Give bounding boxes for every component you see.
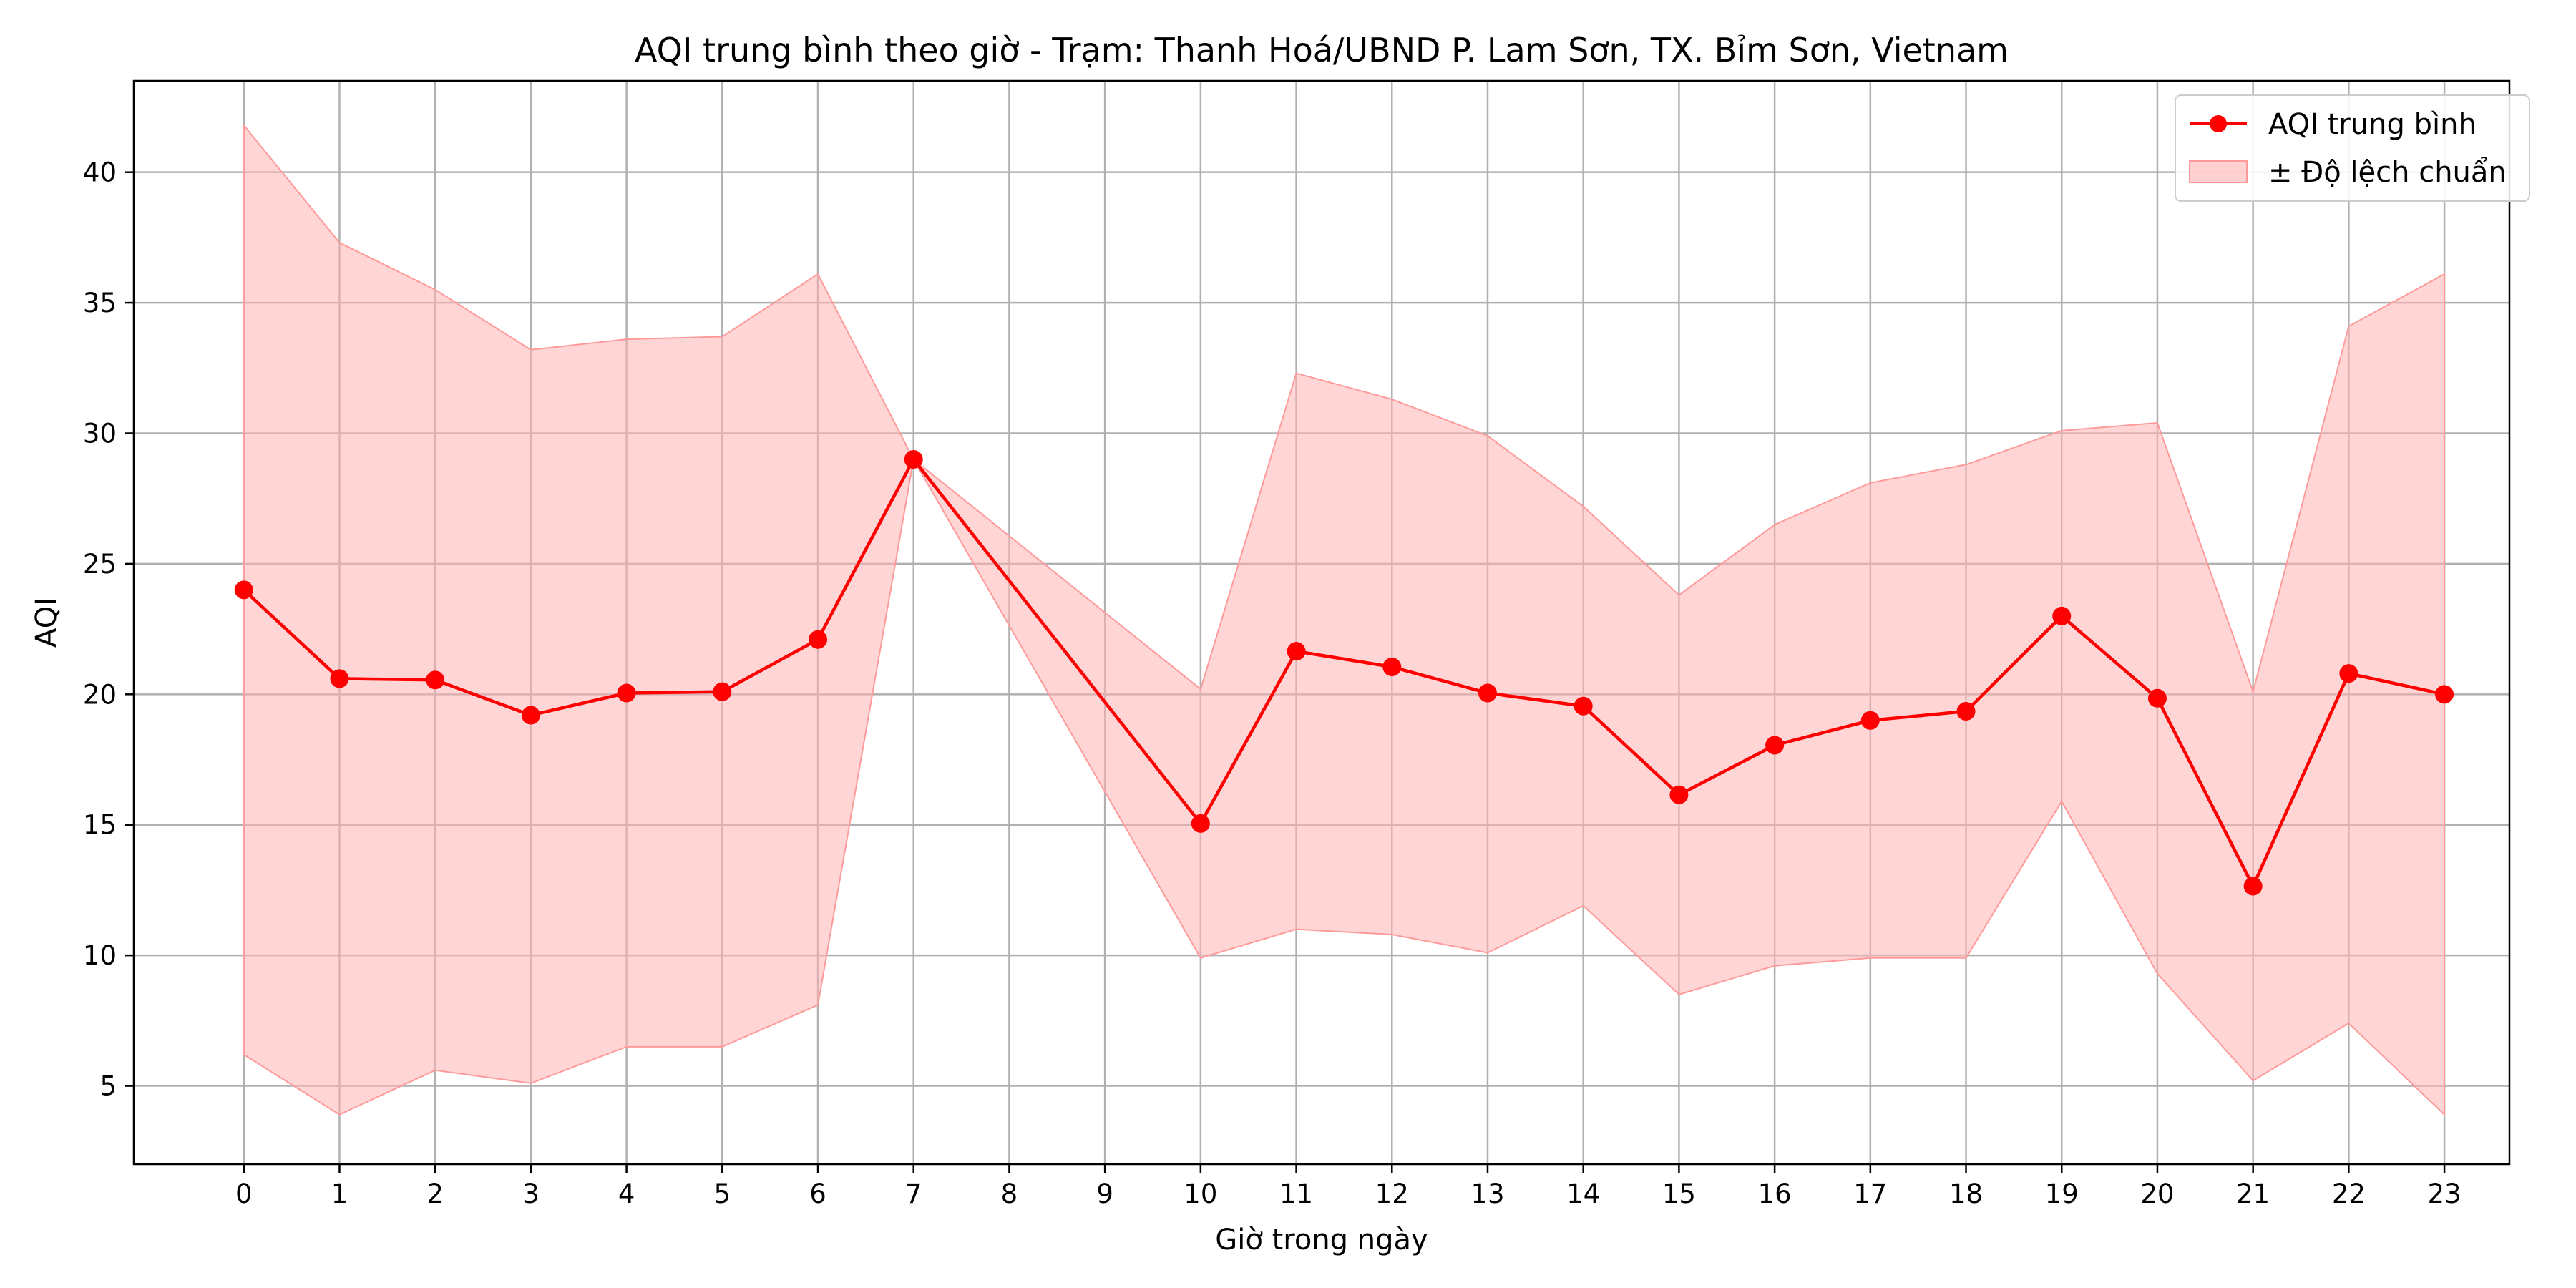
- data-point-hour-16: [1765, 736, 1785, 755]
- data-point-hour-19: [2052, 606, 2072, 625]
- y-tick-label: 25: [83, 549, 117, 580]
- x-axis-label: Giờ trong ngày: [1215, 1224, 1428, 1257]
- std-band-layer: [243, 123, 2446, 1117]
- std-band-area: [243, 123, 2446, 1117]
- data-point-hour-14: [1574, 696, 1593, 716]
- y-tick-label: 35: [83, 288, 117, 318]
- y-tick-label: 20: [83, 679, 117, 710]
- data-point-hour-21: [2243, 877, 2263, 896]
- y-axis-ticks: 5 10 15 20 25 30 35 40: [83, 157, 134, 1102]
- data-point-hour-22: [2339, 664, 2358, 683]
- y-tick-label: 30: [83, 419, 117, 449]
- data-point-hour-5: [713, 682, 732, 701]
- x-tick-label: 18: [1949, 1179, 1983, 1209]
- x-tick-label: 17: [1853, 1179, 1887, 1209]
- x-tick-label: 3: [522, 1179, 540, 1209]
- x-tick-label: 5: [714, 1179, 731, 1209]
- x-tick-label: 4: [618, 1179, 635, 1209]
- data-point-hour-2: [426, 670, 445, 690]
- x-tick-label: 12: [1375, 1179, 1409, 1209]
- x-tick-label: 13: [1470, 1179, 1504, 1209]
- x-tick-label: 14: [1566, 1179, 1600, 1209]
- data-point-hour-11: [1287, 642, 1306, 661]
- legend-label-mean: AQI trung bình: [2268, 108, 2477, 141]
- data-point-hour-13: [1478, 683, 1497, 703]
- x-tick-label: 15: [1662, 1179, 1696, 1209]
- data-point-hour-4: [617, 683, 636, 703]
- legend-band-swatch: [2189, 160, 2248, 183]
- legend-label-std: ± Độ lệch chuẩn: [2268, 156, 2507, 189]
- x-tick-label: 16: [1758, 1179, 1792, 1209]
- data-point-hour-18: [1956, 702, 1976, 721]
- x-tick-label: 8: [1001, 1179, 1018, 1209]
- data-point-hour-7: [904, 449, 923, 469]
- y-tick-label: 10: [83, 940, 117, 971]
- x-tick-label: 7: [905, 1179, 922, 1209]
- x-tick-label: 6: [809, 1179, 826, 1209]
- x-tick-label: 9: [1096, 1179, 1113, 1209]
- data-points-layer: [234, 449, 2454, 896]
- x-tick-label: 11: [1279, 1179, 1313, 1209]
- mean-line-layer: [243, 457, 2445, 888]
- data-point-hour-15: [1669, 785, 1689, 804]
- y-tick-label: 40: [83, 157, 117, 188]
- x-tick-label: 0: [235, 1179, 253, 1209]
- data-point-hour-20: [2147, 688, 2167, 708]
- data-point-hour-12: [1382, 658, 1402, 677]
- data-point-hour-10: [1191, 814, 1210, 833]
- plot-frame: [132, 79, 2511, 1166]
- data-point-hour-23: [2435, 685, 2454, 704]
- legend-marker-swatch: [2210, 115, 2227, 132]
- mean-series-line: [243, 457, 2445, 888]
- legend: AQI trung bình ± Độ lệch chuẩn: [2175, 94, 2530, 202]
- y-axis-label: AQI: [30, 597, 63, 648]
- x-tick-label: 19: [2045, 1179, 2079, 1209]
- legend-box: [2175, 94, 2530, 202]
- chart-title: AQI trung bình theo giờ - Trạm: Thanh Ho…: [635, 31, 2009, 69]
- x-tick-label: 2: [426, 1179, 444, 1209]
- data-point-hour-1: [330, 669, 349, 688]
- data-point-hour-17: [1860, 711, 1880, 730]
- x-tick-label: 22: [2332, 1179, 2366, 1209]
- data-point-hour-6: [809, 630, 828, 649]
- y-tick-label: 15: [83, 810, 117, 841]
- data-point-hour-0: [234, 580, 253, 600]
- data-point-hour-3: [521, 706, 540, 725]
- x-axis-ticks: 0 1 2 3 4 5 6 7 8 9 10 11 12 13 14 15 16 17 18 19 20 21 22 23: [235, 1164, 2462, 1209]
- y-tick-label: 5: [99, 1071, 117, 1102]
- x-tick-label: 21: [2236, 1179, 2270, 1209]
- x-tick-label: 10: [1184, 1179, 1217, 1209]
- x-tick-label: 20: [2140, 1179, 2174, 1209]
- x-tick-label: 23: [2428, 1179, 2462, 1209]
- x-tick-label: 1: [331, 1179, 348, 1209]
